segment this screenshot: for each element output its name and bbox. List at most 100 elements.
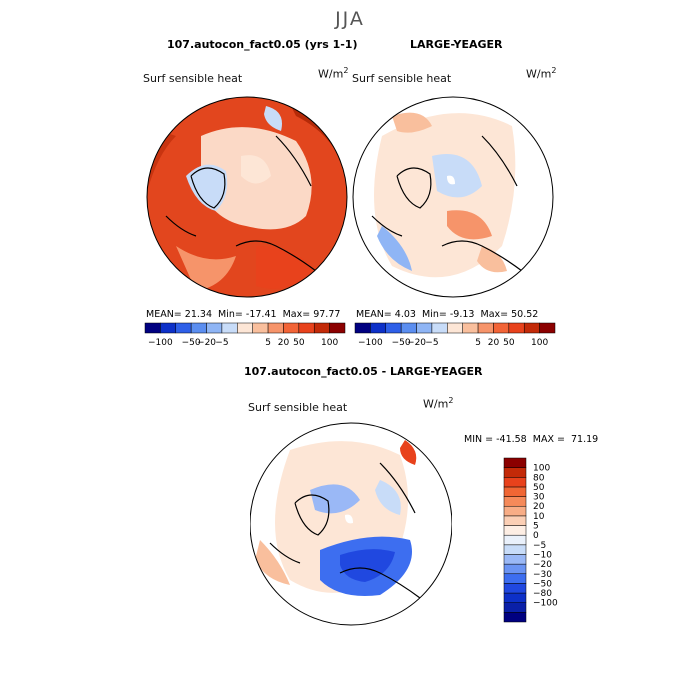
panel2-colorbar-swatch — [370, 322, 387, 334]
panel3-polar-map — [250, 422, 452, 626]
panel3-colorbar-swatch — [503, 573, 527, 584]
panel3-colorbar-swatch — [503, 544, 527, 555]
panel2-units: W/m2 — [526, 66, 557, 81]
panel1-max-value: 97.77 — [313, 309, 341, 320]
panel1-max-label: Max= — [282, 309, 311, 320]
panel2-max-value: 50.52 — [511, 309, 539, 320]
panel3-colorbar-swatch — [503, 496, 527, 507]
panel1-colorbar-tick-label: 5 — [265, 338, 271, 348]
panel3-colorbar-tick-label: −5 — [533, 541, 546, 551]
panel1-variable-label: Surf sensible heat — [143, 72, 243, 85]
panel1-colorbar-tick-label: −100 — [148, 338, 173, 348]
panel2-colorbar-tick-label: 100 — [531, 338, 548, 348]
panel3-colorbar-swatch — [503, 457, 527, 468]
panel1-stats: MEAN= 21.34 Min= -17.41 Max= 97.77 — [146, 309, 340, 320]
panel1-polar-map — [146, 96, 348, 298]
panel3-title: 107.autocon_fact0.05 - LARGE-YEAGER — [244, 365, 483, 378]
panel2-min-label: Min= — [422, 309, 447, 320]
panel2-colorbar-tick-label: −50 — [392, 338, 411, 348]
panel3-colorbar-tick-label: −30 — [533, 570, 552, 580]
panel2-polar-map — [352, 96, 554, 298]
panel3-colorbar-tick-label: −20 — [533, 560, 552, 570]
panel1-colorbar-tick-label: −5 — [215, 338, 228, 348]
panel2-max-label: Max= — [480, 309, 509, 320]
panel3-colorbar-swatch — [503, 525, 527, 536]
panel3-colorbar-swatch — [503, 467, 527, 478]
panel2-stats: MEAN= 4.03 Min= -9.13 Max= 50.52 — [356, 309, 538, 320]
panel1-mean-value: 21.34 — [184, 309, 212, 320]
panel3-colorbar-tick-label: 30 — [533, 493, 545, 503]
panel1-colorbar-tick-label: −20 — [197, 338, 216, 348]
panel3-colorbar-swatch — [503, 486, 527, 497]
panel1-colorbar-swatch — [160, 322, 177, 334]
panel2-colorbar-swatch — [385, 322, 402, 334]
panel2-colorbar-tick-label: 50 — [503, 338, 515, 348]
panel2-colorbar-swatch — [523, 322, 540, 334]
panel2-variable-label: Surf sensible heat — [352, 72, 452, 85]
panel1-field — [147, 97, 346, 291]
panel3-colorbar-swatch — [503, 554, 527, 565]
panel3-colorbar-tick-label: 5 — [533, 522, 539, 532]
panel3-colorbar-tick-label: 80 — [533, 473, 545, 483]
panel1-colorbar-swatch — [252, 322, 269, 334]
panel1-colorbar-swatch — [313, 322, 330, 334]
panel2-colorbar-tick-label: 5 — [475, 338, 481, 348]
panel1-colorbar-tick-label: 50 — [293, 338, 305, 348]
panel1-colorbar-swatch — [283, 322, 300, 334]
panel1-colorbar-tick-label: 20 — [278, 338, 290, 348]
panel3-colorbar-swatch — [503, 515, 527, 526]
panel3-colorbar-tick-label: 50 — [533, 483, 545, 493]
panel1-min-value: -17.41 — [245, 309, 277, 320]
panel2-colorbar-swatch — [447, 322, 463, 334]
panel2-colorbar-tick-label: −5 — [425, 338, 438, 348]
panel1-min-label: Min= — [218, 309, 243, 320]
panel1-colorbar-swatch — [175, 322, 192, 334]
panel2-colorbar-swatch — [477, 322, 494, 334]
panel1-greenland-field — [186, 164, 228, 211]
panel3-colorbar-swatch — [503, 592, 527, 603]
panel3-colorbar-tick-label: 20 — [533, 502, 545, 512]
panel3-colorbar-swatch — [503, 477, 527, 488]
panel1-colorbar-swatch — [144, 322, 161, 334]
panel1-colorbar: −100 −50−20 −5 5 20 50 100 — [144, 322, 346, 348]
panel1-colorbar-swatch — [298, 322, 315, 334]
panel2-colorbar: −100 −50−20 −5 5 20 50 100 — [354, 322, 556, 348]
season-title: JJA — [335, 8, 365, 30]
panel3-colorbar-swatch — [503, 505, 527, 517]
panel3-units: W/m2 — [423, 396, 454, 411]
panel3-colorbar-swatch — [503, 612, 527, 623]
panel3-colorbar-tick-label: 0 — [533, 531, 539, 541]
panel1-title: 107.autocon_fact0.05 (yrs 1-1) — [167, 38, 358, 51]
panel2-colorbar-swatch — [508, 322, 525, 334]
panel1-colorbar-swatch — [221, 322, 238, 334]
panel3-colorbar-swatch — [503, 602, 527, 613]
panel2-colorbar-swatch — [493, 322, 510, 334]
panel2-mean-label: MEAN= — [356, 309, 392, 320]
panel2-coastlines — [371, 135, 523, 272]
panel3-colorbar-swatch — [503, 583, 527, 594]
panel1-units: W/m2 — [318, 66, 349, 81]
panel3-minmax: MIN = -41.58 MAX = 71.19 — [464, 434, 599, 445]
panel2-colorbar-swatch — [400, 322, 417, 334]
panel3-coastlines — [269, 462, 421, 599]
panel3-colorbar-tick-label: −50 — [533, 579, 552, 589]
panel3-colorbar-tick-label: 100 — [533, 464, 550, 474]
panel2-colorbar-swatch — [539, 322, 556, 334]
panel2-colorbar-swatch — [431, 322, 448, 334]
panel2-title: LARGE-YEAGER — [410, 38, 503, 51]
panel2-colorbar-tick-label: −100 — [358, 338, 383, 348]
panel3-field — [255, 440, 417, 596]
panel1-colorbar-swatch — [206, 322, 223, 334]
panel3-colorbar-swatch — [503, 534, 527, 546]
panel1-colorbar-tick-label: −50 — [182, 338, 201, 348]
panel3-colorbar-swatch — [503, 563, 527, 575]
panel2-colorbar-tick-label: −20 — [407, 338, 426, 348]
panel2-colorbar-tick-label: 20 — [488, 338, 500, 348]
panel3-colorbar-tick-label: 10 — [533, 512, 545, 522]
panel3-colorbar-tick-label: −100 — [533, 599, 558, 609]
panel1-colorbar-swatch — [267, 322, 284, 334]
panel2-colorbar-swatch — [462, 322, 479, 334]
panel2-mean-value: 4.03 — [394, 309, 416, 320]
panel1-colorbar-swatch — [329, 322, 346, 334]
